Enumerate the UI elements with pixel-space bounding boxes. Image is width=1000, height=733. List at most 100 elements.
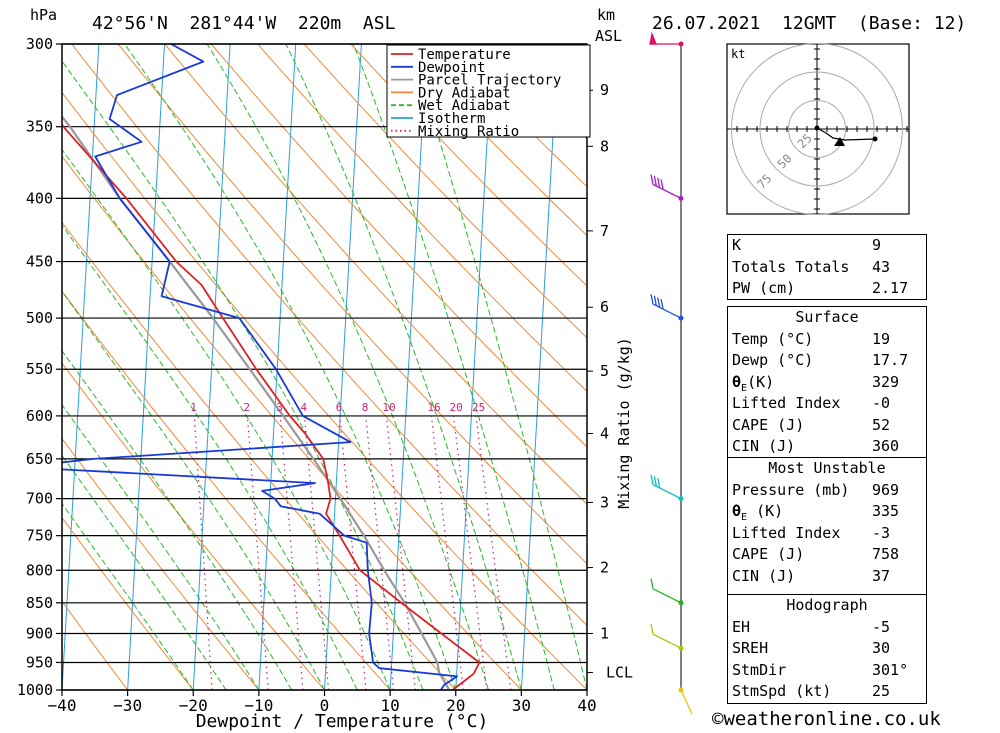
stmspd-row: StmSpd (kt) 25 [728,681,926,703]
mu-pressure-row: Pressure (mb) 969 [728,480,926,502]
hodograph-ring [788,100,846,158]
surface-cape-label: CAPE (J) [732,415,805,434]
hodograph-point [814,125,820,131]
pressure-label: 600 [26,407,53,425]
tt-row: Totals Totals 43 [728,257,926,279]
surface-li-row: Lifted Index -0 [728,393,926,415]
stmspd-value: 25 [872,682,891,700]
x-tick-label: −20 [179,696,208,715]
mixing-ratio-label: 25 [472,401,485,414]
mixing-ratio-label: 10 [382,401,395,414]
mu-cape-row: CAPE (J) 758 [728,544,926,566]
mu-cin-value: 37 [872,566,891,585]
pressure-label: 350 [26,118,53,136]
pressure-label: 750 [26,527,53,545]
mu-li-row: Lifted Index -3 [728,523,926,545]
km-tick-label: 4 [600,425,609,443]
surface-li-label: Lifted Index [732,394,841,412]
pressure-label: 500 [26,309,53,327]
pressure-label: 300 [26,35,53,53]
dry-adiabat-line [396,44,587,237]
stmdir-label: StmDir [732,660,787,679]
mu-li-value: -3 [872,523,891,542]
mixing-ratio-line [339,415,367,690]
mu-theta-row: θE (K) 335 [728,501,926,523]
mixing-ratio-label: 16 [427,401,440,414]
k-label: K [732,236,742,254]
dry-adiabat-line [210,44,587,448]
dry-adiabat-line [62,516,194,690]
legend-item: Temperature [418,47,511,63]
surface-theta-row: θE(K) 329 [728,372,926,394]
surface-theta-label: θE(K) [732,372,775,394]
mixing-ratio-label: 4 [300,401,307,414]
legend-item: Dry Adiabat [418,85,511,101]
wind-barb [650,624,682,649]
surface-cape-value: 52 [872,415,891,434]
x-tick-label: 20 [446,696,465,715]
x-tick-label: −30 [113,696,142,715]
mixing-ratio-label: 20 [449,401,462,414]
hodograph-table: Hodograph EH -5 SREH 30 StmDir 301° StmSpd … [727,594,927,704]
mixing-ratio-line [430,415,464,690]
pressure-label: 800 [26,561,53,579]
eh-label: EH [732,617,751,636]
dry-adiabat-line [350,44,587,287]
tt-label: Totals Totals [732,257,850,276]
wind-barb [650,578,682,604]
mu-cape-label: CAPE (J) [732,545,805,563]
pressure-label: 850 [26,594,53,612]
legend-item: Dewpoint [418,60,485,76]
plot-frame [61,43,588,691]
wet-adiabat-line [62,403,260,690]
km-label: km [597,6,615,24]
isotherm-line [389,44,428,690]
km-tick-label: 2 [600,559,609,577]
km-tick-label: 1 [600,624,609,642]
pw-value: 2.17 [872,279,909,297]
pressure-label: 650 [26,450,53,468]
mu-theta-value: 335 [872,502,900,520]
stmdir-row: StmDir 301° [728,660,926,682]
mu-pressure-label: Pressure (mb) [732,480,850,499]
hodograph-point [872,136,878,142]
mixing-ratio-line [452,415,488,690]
wet-adiabat-line [62,454,227,690]
k-value: 9 [872,236,882,254]
wind-barb [650,174,682,199]
mixing-ratio-line [303,415,330,690]
pw-label: PW (cm) [732,279,796,297]
wind-barb [680,689,693,715]
mixing-ratio-label: 3 [276,401,283,414]
mu-theta-unit: (K) [756,502,784,520]
mu-theta-label: θE (K) [732,502,784,523]
legend-item: Isotherm [418,111,485,127]
copyright-footer[interactable]: ©weatheronline.co.uk [712,708,941,730]
surface-cin-label: CIN (J) [732,437,796,455]
mixing-ratio-label: 1 [190,401,197,414]
dry-adiabat-line [257,44,587,393]
surface-dewp-row: Dewp (°C) 17.7 [728,350,926,372]
tt-value: 43 [872,257,891,276]
most-unstable-title: Most Unstable [768,459,886,477]
surface-cin-row: CIN (J) 360 [728,436,926,458]
surface-title: Surface [795,308,859,326]
wind-barb [650,474,682,500]
surface-table: Surface Temp (°C) 19 Dewp (°C) 17.7 θE(K) 3… [727,306,927,458]
sreh-label: SREH [732,639,769,657]
storm-motion-marker [834,137,845,146]
wet-adiabat-line [62,349,293,690]
lcl-label: LCL [606,664,633,682]
dry-adiabat-line [62,600,129,690]
surface-theta-unit: (K) [747,372,775,391]
isotherm-line [62,44,100,690]
pressure-label: 950 [26,653,53,671]
x-axis-label: Dewpoint / Temperature (°C) [196,711,489,732]
isotherm-line [258,44,297,690]
surface-temp-label: Temp (°C) [732,329,814,348]
sreh-value: 30 [872,639,891,657]
surface-temp-value: 19 [872,329,891,348]
